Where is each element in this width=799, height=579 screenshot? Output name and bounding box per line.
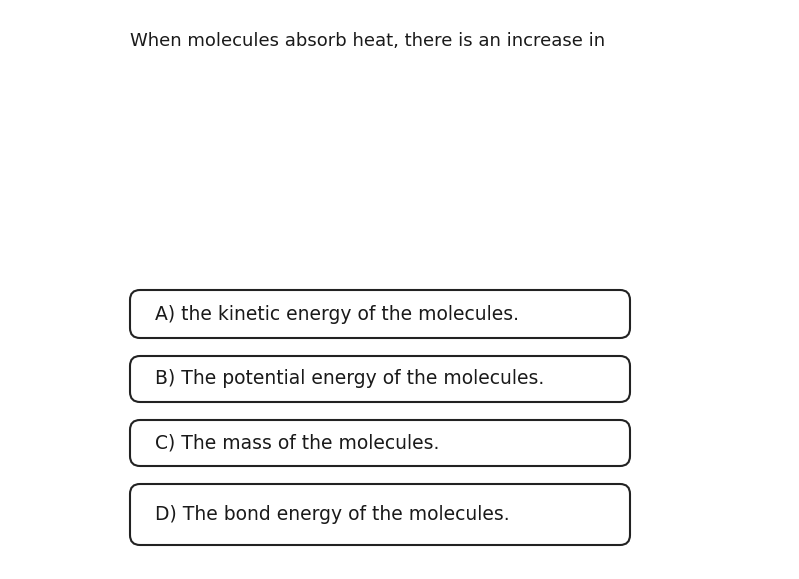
- Text: A) the kinetic energy of the molecules.: A) the kinetic energy of the molecules.: [155, 305, 519, 324]
- FancyBboxPatch shape: [130, 484, 630, 545]
- FancyBboxPatch shape: [130, 420, 630, 466]
- Text: C) The mass of the molecules.: C) The mass of the molecules.: [155, 434, 439, 453]
- Text: When molecules absorb heat, there is an increase in: When molecules absorb heat, there is an …: [130, 32, 605, 50]
- FancyBboxPatch shape: [130, 290, 630, 338]
- Text: D) The bond energy of the molecules.: D) The bond energy of the molecules.: [155, 505, 510, 524]
- FancyBboxPatch shape: [130, 356, 630, 402]
- Text: B) The potential energy of the molecules.: B) The potential energy of the molecules…: [155, 369, 544, 389]
